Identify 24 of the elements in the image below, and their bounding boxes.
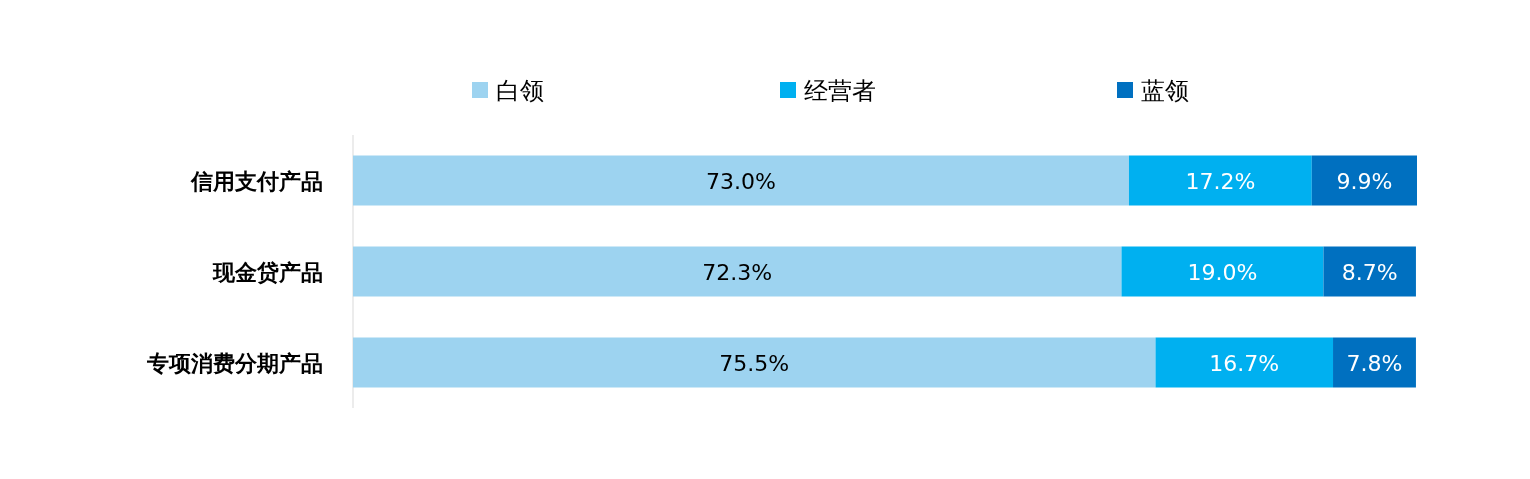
- data-label: 73.0%: [706, 168, 776, 194]
- bar: [353, 155, 1129, 206]
- bar: [1155, 337, 1334, 388]
- y-tick-label: 信用支付产品: [190, 168, 323, 194]
- legend-label: 白领: [496, 77, 544, 105]
- data-label: 19.0%: [1187, 259, 1258, 285]
- data-label: 75.5%: [719, 350, 790, 376]
- bar: [1128, 155, 1312, 206]
- data-label: 17.2%: [1185, 168, 1256, 194]
- data-label: 7.8%: [1346, 350, 1403, 376]
- y-tick-label: 专项消费分期产品: [146, 350, 323, 376]
- data-label: 9.9%: [1336, 168, 1393, 194]
- data-label: 8.7%: [1341, 259, 1398, 285]
- data-label: 16.7%: [1209, 350, 1280, 376]
- legend-label: 蓝领: [1141, 77, 1189, 105]
- y-tick-label: 现金贷产品: [212, 259, 323, 285]
- bar: [1311, 155, 1417, 206]
- legend-label: 经营者: [804, 77, 876, 105]
- bar: [1323, 246, 1416, 297]
- bar: [1121, 246, 1324, 297]
- bar: [353, 246, 1122, 297]
- data-label: 72.3%: [702, 259, 773, 285]
- bar: [1333, 337, 1416, 388]
- bar: [353, 337, 1156, 388]
